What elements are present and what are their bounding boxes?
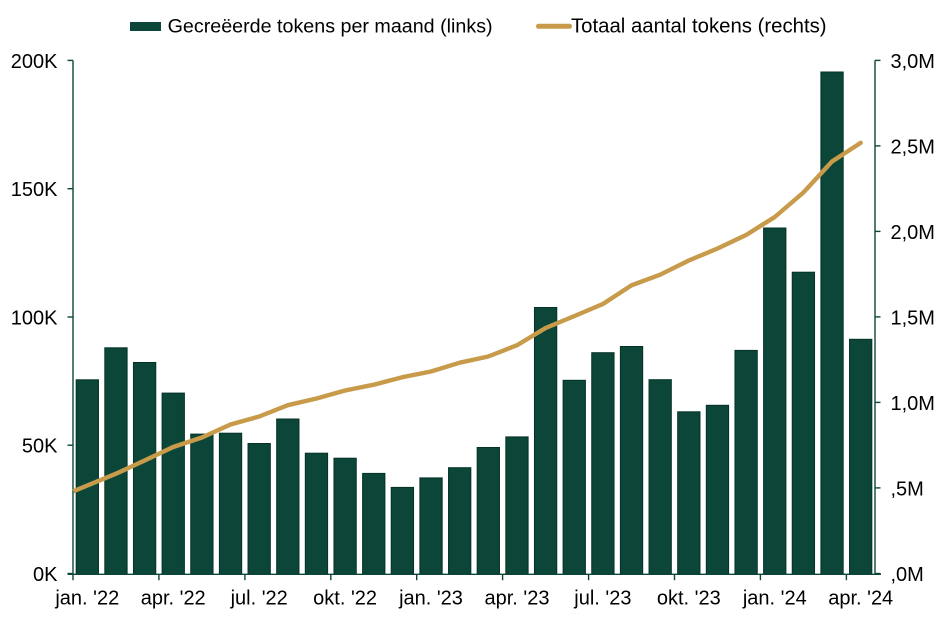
svg-text:2,0M: 2,0M xyxy=(891,222,935,244)
svg-text:3,0M: 3,0M xyxy=(891,51,935,73)
svg-text:100K: 100K xyxy=(11,307,58,329)
svg-text:0K: 0K xyxy=(33,564,58,586)
svg-text:okt. '22: okt. '22 xyxy=(313,587,377,609)
svg-text:apr. '23: apr. '23 xyxy=(485,587,550,609)
svg-text:200K: 200K xyxy=(11,51,58,73)
svg-text:jan. '22: jan. '22 xyxy=(54,587,119,609)
svg-text:50K: 50K xyxy=(22,436,58,458)
svg-text:jul. '23: jul. '23 xyxy=(573,587,631,609)
svg-text:,0M: ,0M xyxy=(891,564,924,586)
svg-text:apr. '24: apr. '24 xyxy=(828,587,893,609)
svg-text:150K: 150K xyxy=(11,179,58,201)
svg-text:Gecreëerde tokens per maand (l: Gecreëerde tokens per maand (links) xyxy=(168,15,493,37)
svg-text:apr. '22: apr. '22 xyxy=(141,587,206,609)
svg-text:1,5M: 1,5M xyxy=(891,307,935,329)
svg-text:2,5M: 2,5M xyxy=(891,136,935,158)
svg-text:1,0M: 1,0M xyxy=(891,393,935,415)
svg-text:Totaal aantal tokens (rechts): Totaal aantal tokens (rechts) xyxy=(571,15,827,37)
svg-text:jan. '23: jan. '23 xyxy=(398,587,463,609)
svg-text:,5M: ,5M xyxy=(891,478,924,500)
svg-text:jul. '22: jul. '22 xyxy=(230,587,288,609)
svg-text:jan. '24: jan. '24 xyxy=(742,587,807,609)
svg-text:okt. '23: okt. '23 xyxy=(657,587,721,609)
